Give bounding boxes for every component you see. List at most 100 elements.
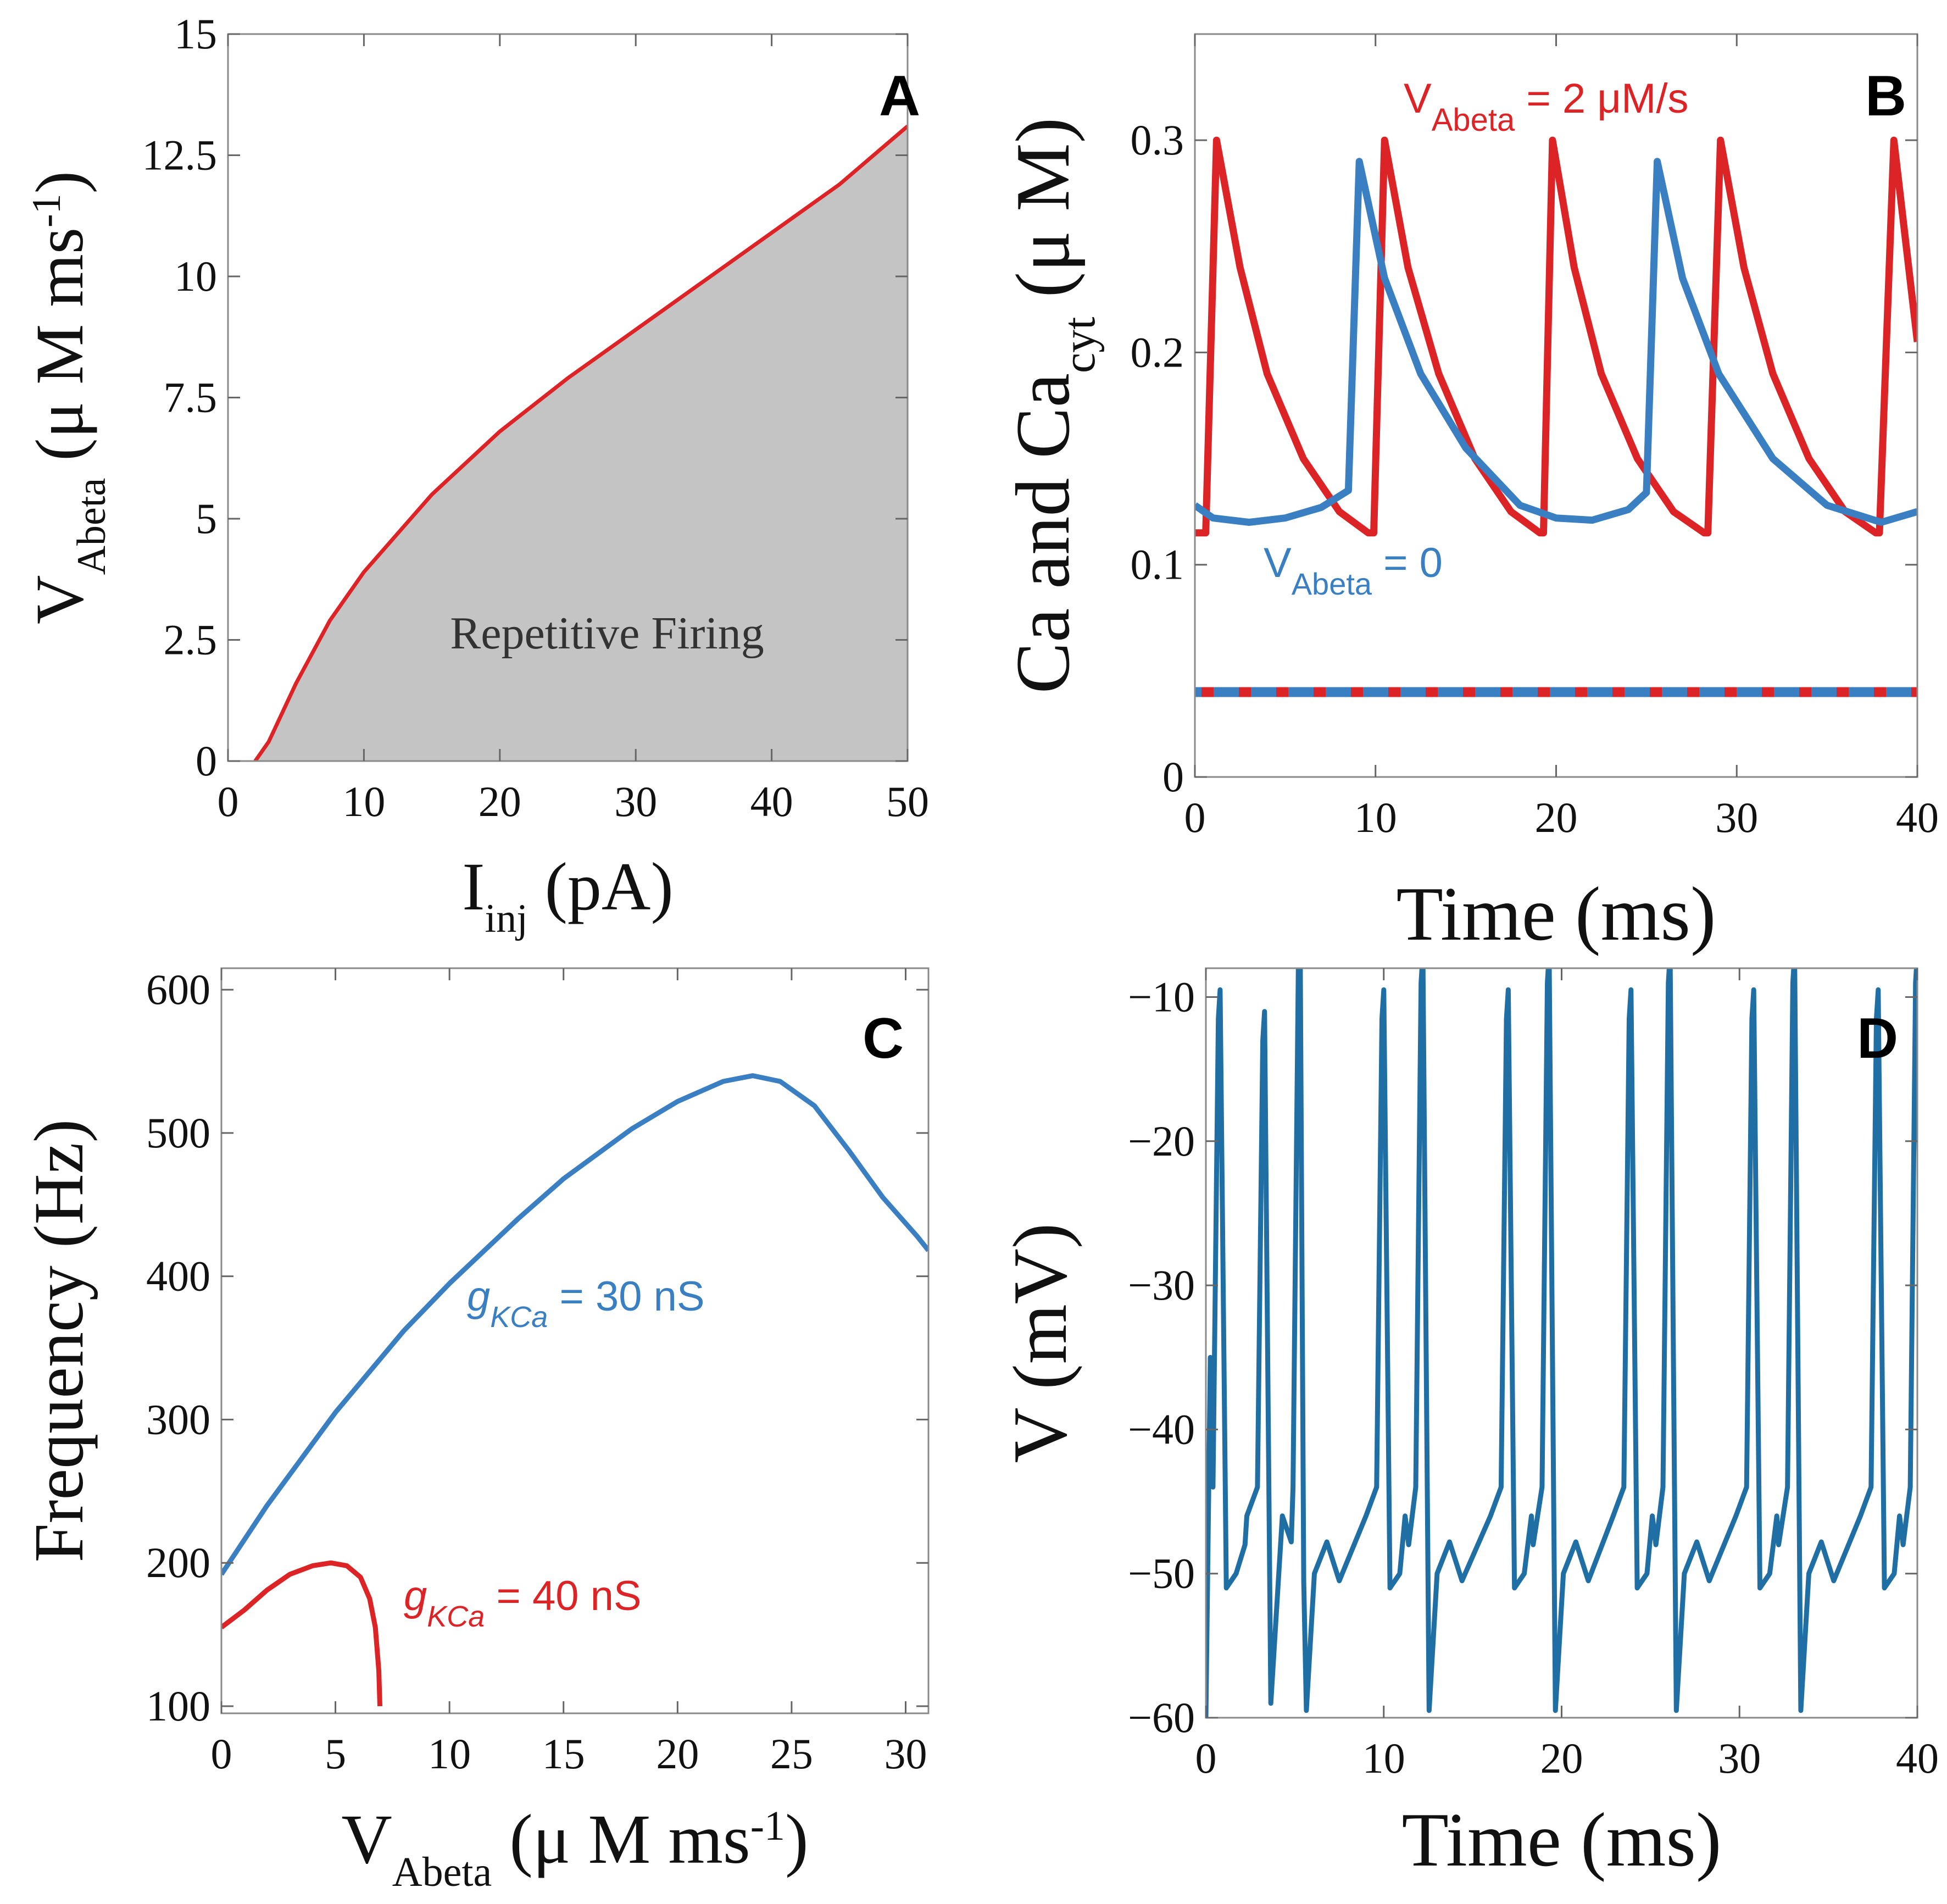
x-tick-label: 15 (542, 1730, 585, 1778)
x-tick-label: 0 (1184, 793, 1206, 841)
series-line-1 (1195, 158, 1917, 526)
label-superscript: -1 (750, 1803, 785, 1849)
label-end: ) (785, 1800, 809, 1878)
x-axis-title: Time (ms) (1401, 1797, 1721, 1883)
chart-panel-c: 0 5 10 15 20 25 30 100 200 300 400 500 600 VAbeta (μ … (20, 965, 930, 1895)
y-tick-label: 12.5 (142, 131, 218, 179)
label-tail: (μ M ms (492, 1800, 750, 1878)
y-tick-label: 300 (146, 1395, 210, 1443)
y-axis-title: VAbeta (μ M ms-1) (22, 171, 114, 624)
label-end: ) (22, 171, 97, 193)
annotation-vabeta-2: VAbeta = 2 μM/s (1404, 75, 1689, 138)
label-main: I (462, 849, 485, 924)
annotation-gkca-30: gKCa = 30 nS (467, 1273, 705, 1334)
label-subscript: KCa (427, 1600, 485, 1633)
annotation-gkca-40: gKCa = 40 nS (404, 1573, 642, 1633)
y-axis-title: Frequency (Hz) (20, 1119, 98, 1563)
label-tail: (μ M ms (22, 227, 97, 478)
voltage-trace (1206, 968, 1917, 1718)
label-main: Time (ms) (1401, 1797, 1721, 1883)
label-subscript: cyt (1054, 317, 1105, 373)
y-tick-label: 0.2 (1131, 328, 1184, 376)
label-main: Time (ms) (1396, 871, 1716, 957)
label-subscript: Abeta (392, 1849, 492, 1895)
y-tick-label: 500 (146, 1109, 210, 1157)
x-tick-label: 40 (1896, 1734, 1939, 1782)
plot-area (1206, 968, 1917, 1718)
x-tick-label: 10 (1354, 793, 1397, 841)
label-main: V (22, 575, 97, 624)
x-tick-label: 50 (886, 778, 929, 825)
series-line-1 (221, 1560, 382, 1707)
y-tick-label: −20 (1128, 1117, 1195, 1165)
label-main: Ca and Ca (1000, 373, 1086, 693)
y-tick-label: 7.5 (164, 374, 218, 421)
y-axis-title: V (mV) (998, 1223, 1083, 1463)
y-tick-label: −30 (1128, 1261, 1195, 1309)
label-tail: = 0 (1372, 540, 1443, 586)
label-subscript: KCa (490, 1301, 548, 1334)
x-tick-label: 20 (1535, 793, 1578, 841)
panel-label: C (863, 1007, 904, 1070)
chart-panel-d: 0 10 20 30 40 −60 −50 −40 −30 −20 −10 Time (ms) V (m… (998, 967, 1939, 1883)
x-tick-label: 0 (218, 778, 239, 825)
x-tick-label: 0 (1195, 1734, 1217, 1782)
x-tick-label: 25 (770, 1730, 813, 1778)
plot-area (253, 124, 908, 761)
x-tick-label: 5 (325, 1730, 346, 1778)
x-tick-label: 10 (342, 778, 385, 825)
x-tick-label: 10 (1362, 1734, 1405, 1782)
panel-label: D (1857, 1007, 1898, 1070)
series-line-0 (1195, 136, 1917, 537)
label-subscript: Abeta (69, 478, 114, 575)
x-tick-label: 20 (656, 1730, 699, 1778)
x-tick-label: 30 (1718, 1734, 1761, 1782)
label-main: V (341, 1800, 392, 1878)
label-tail: = 40 nS (485, 1573, 641, 1619)
label-superscript: -1 (24, 193, 69, 227)
y-tick-label: −40 (1128, 1405, 1195, 1453)
x-tick-label: 40 (750, 778, 793, 825)
repetitive-firing-region (255, 126, 908, 761)
label-main: Frequency (Hz) (20, 1119, 98, 1563)
label-subscript: inj (485, 896, 528, 941)
label-main: V (mV) (998, 1223, 1083, 1463)
y-axis-title: Ca and Cacyt (μ M) (1000, 118, 1105, 694)
region-label: Repetitive Firing (450, 608, 764, 659)
x-axis-title: Time (ms) (1396, 871, 1716, 957)
label-subscript: Abeta (1292, 567, 1372, 601)
x-tick-label: 30 (1715, 793, 1758, 841)
label-subscript: Abeta (1432, 102, 1515, 138)
x-axis-title: VAbeta (μ M ms-1) (341, 1800, 808, 1895)
label-tail: = 2 μM/s (1515, 75, 1688, 122)
x-tick-label: 30 (884, 1730, 927, 1778)
y-tick-label: 15 (174, 10, 217, 58)
y-tick-label: −50 (1128, 1550, 1195, 1597)
y-tick-label: 10 (174, 252, 217, 300)
y-tick-label: −60 (1128, 1694, 1195, 1741)
label-tail: = 30 nS (548, 1273, 704, 1320)
label-main: V (1404, 75, 1432, 122)
x-tick-label: 20 (1540, 1734, 1583, 1782)
y-tick-label: 0 (1162, 753, 1184, 801)
panel-label: A (879, 64, 920, 128)
chart-panel-b: 0 10 20 30 40 0 0.1 0.2 0.3 Time (ms) Ca and Cacyt… (1000, 33, 1939, 957)
x-tick-label: 30 (614, 778, 657, 825)
x-tick-label: 0 (211, 1730, 232, 1778)
series-line-0 (221, 1073, 928, 1576)
y-tick-label: 200 (146, 1539, 210, 1586)
x-tick-label: 20 (479, 778, 521, 825)
x-tick-label: 10 (428, 1730, 471, 1778)
y-tick-label: 0 (196, 737, 217, 785)
axes-frame (220, 967, 930, 1714)
series-boundary-line (253, 124, 908, 761)
y-tick-label: 100 (146, 1682, 210, 1730)
y-tick-label: −10 (1128, 973, 1195, 1020)
plot-area (1195, 136, 1917, 697)
y-tick-label: 2.5 (164, 616, 218, 664)
y-tick-label: 0.3 (1131, 116, 1184, 164)
label-main: g (404, 1573, 427, 1619)
panel-label: B (1865, 64, 1906, 128)
label-main: g (467, 1273, 490, 1320)
label-tail: (pA) (528, 849, 674, 924)
